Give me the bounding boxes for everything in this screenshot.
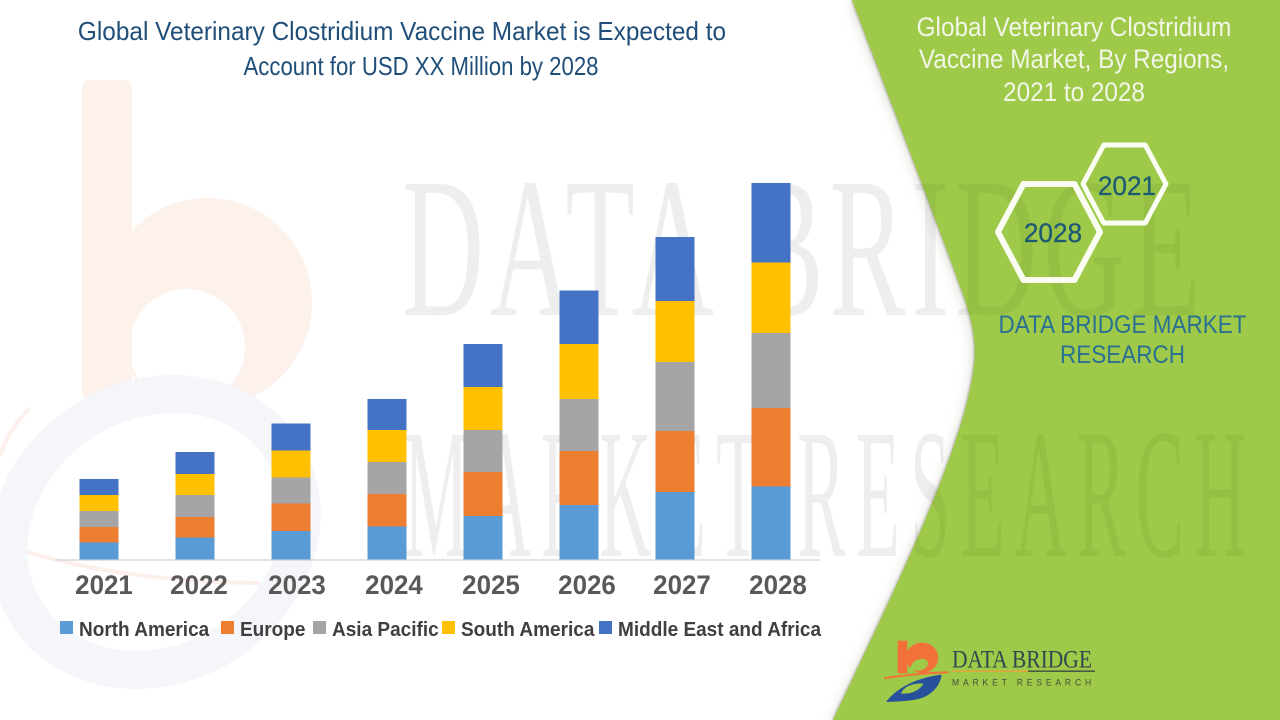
svg-text:DATA BRIDGE: DATA BRIDGE bbox=[952, 647, 1092, 674]
svg-text:MARKET RESEARCH: MARKET RESEARCH bbox=[952, 678, 1095, 688]
